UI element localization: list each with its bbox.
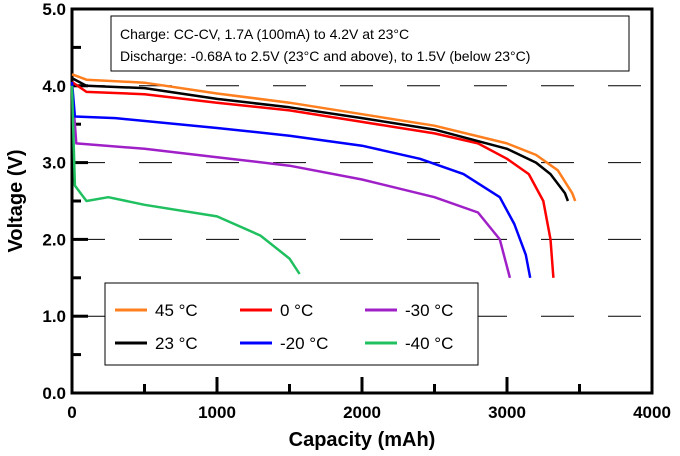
x-tick-label: 4000	[633, 403, 671, 422]
legend-label: 45 °C	[155, 301, 198, 320]
series-line--20C	[70, 81, 532, 279]
annotation-box: Charge: CC-CV, 1.7A (100mA) to 4.2V at 2…	[110, 15, 630, 72]
y-tick-label: 2.0	[42, 230, 66, 249]
series-line--30C	[70, 85, 512, 279]
series-line-45C	[71, 73, 577, 202]
legend-label: -30 °C	[405, 301, 453, 320]
legend-label: -40 °C	[405, 334, 453, 353]
annotation-line-1: Charge: CC-CV, 1.7A (100mA) to 4.2V at 2…	[120, 26, 409, 42]
x-axis-label: Capacity (mAh)	[289, 429, 436, 451]
x-tick-label: 1000	[198, 403, 236, 422]
legend: 45 °C 0 °C -30 °C 23 °C -20 °C -40 °C	[104, 282, 479, 366]
legend-label: -20 °C	[280, 334, 328, 353]
y-tick-label: 1.0	[42, 307, 66, 326]
y-tick-label: 0.0	[42, 384, 66, 403]
y-tick-label: 4.0	[42, 77, 66, 96]
legend-label: 23 °C	[155, 334, 198, 353]
y-tick-label: 5.0	[42, 0, 66, 19]
series-line-0C	[71, 80, 555, 278]
x-tick-label: 0	[67, 403, 76, 422]
x-tick-label: 3000	[488, 403, 526, 422]
x-tick-label: 2000	[343, 403, 381, 422]
legend-label: 0 °C	[280, 301, 313, 320]
y-tick-label: 3.0	[42, 154, 66, 173]
series-line-23C	[71, 76, 570, 202]
y-axis-label: Voltage (V)	[5, 150, 27, 253]
annotation-line-2: Discharge: -0.68A to 2.5V (23°C and abov…	[120, 48, 530, 64]
series-line--40C	[70, 85, 301, 275]
